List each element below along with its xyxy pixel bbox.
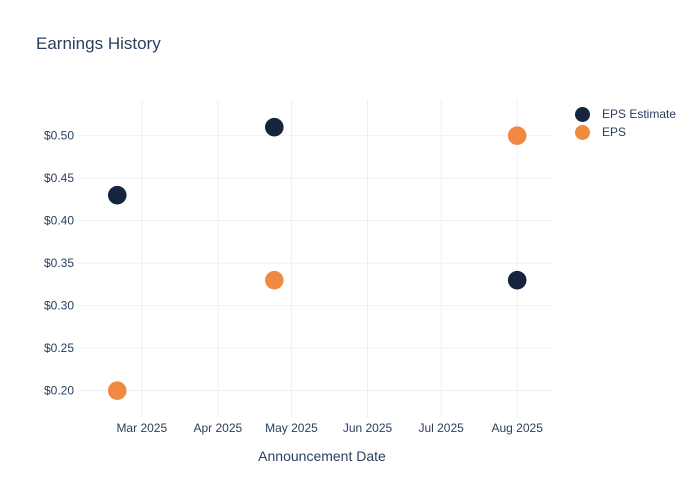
legend-item-label: EPS Estimate bbox=[602, 107, 677, 121]
legend-item[interactable]: EPS Estimate bbox=[575, 105, 676, 123]
y-tick-label: $0.25 bbox=[44, 341, 74, 355]
x-tick-label: Jul 2025 bbox=[418, 421, 464, 435]
legend-marker-circle-icon bbox=[575, 124, 590, 140]
y-tick-label: $0.50 bbox=[44, 129, 74, 143]
y-tick-label: $0.20 bbox=[44, 384, 74, 398]
data-point[interactable] bbox=[107, 381, 127, 400]
data-point[interactable] bbox=[507, 126, 527, 145]
x-tick-label: Aug 2025 bbox=[492, 421, 544, 435]
data-point[interactable] bbox=[507, 270, 527, 290]
x-tick-label: Jun 2025 bbox=[343, 421, 393, 435]
data-point[interactable] bbox=[107, 185, 127, 205]
data-point[interactable] bbox=[264, 117, 284, 137]
y-tick-label: $0.40 bbox=[44, 214, 74, 228]
legend-marker-circle-icon bbox=[575, 106, 590, 122]
x-axis-title: Announcement Date bbox=[258, 448, 386, 464]
x-tick-label: May 2025 bbox=[265, 421, 318, 435]
data-point[interactable] bbox=[264, 270, 284, 290]
y-tick-label: $0.45 bbox=[44, 171, 74, 185]
x-tick-label: Apr 2025 bbox=[194, 421, 243, 435]
x-tick-label: Mar 2025 bbox=[116, 421, 167, 435]
chart-title: Earnings History bbox=[36, 34, 161, 53]
y-tick-label: $0.35 bbox=[44, 256, 74, 270]
legend-item[interactable]: EPS bbox=[575, 123, 676, 141]
y-tick-label: $0.30 bbox=[44, 299, 74, 313]
legend: EPS Estimate EPS bbox=[575, 105, 676, 141]
legend-item-label: EPS bbox=[602, 125, 627, 139]
